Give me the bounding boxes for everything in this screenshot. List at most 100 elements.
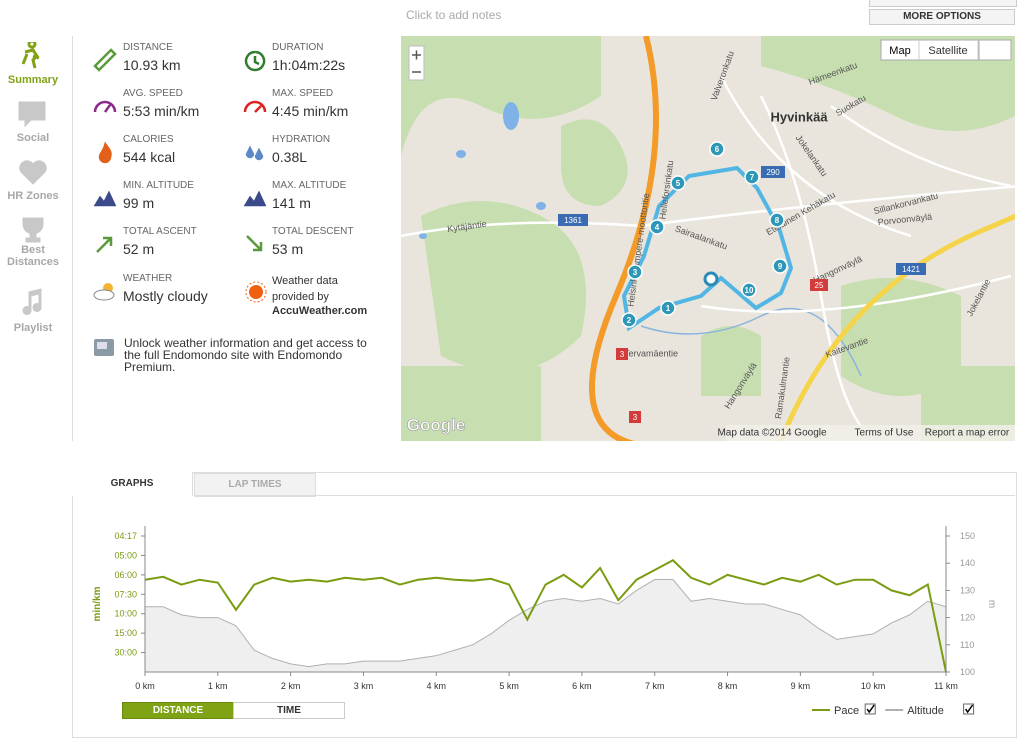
tab-line	[195, 495, 1015, 496]
nav-icon	[22, 288, 42, 315]
promo-icon	[94, 339, 114, 356]
road-number: 290	[766, 168, 780, 177]
y2-tick-label: 140	[960, 558, 975, 568]
stat-label: MAX. ALTITUDE	[272, 180, 347, 191]
map-type-dividers	[918, 40, 979, 60]
route-marker	[769, 212, 785, 228]
nav-item[interactable]: Playlist	[13, 322, 53, 334]
stat-glyph	[93, 190, 117, 207]
y-tick-label: 06:00	[114, 570, 137, 580]
route-marker-label: 8	[775, 216, 780, 225]
stat-icon	[243, 100, 267, 113]
map-logo: Google	[407, 415, 466, 434]
stat-glyph	[96, 236, 113, 253]
nav-glyph	[22, 217, 44, 243]
toggle-time[interactable]: TIME	[233, 702, 345, 719]
town-label: Hyvinkää	[770, 109, 828, 124]
stat-glyph	[243, 100, 267, 113]
road-shield	[616, 348, 628, 360]
stat-glyph	[245, 145, 264, 161]
y2-tick-label: 150	[960, 531, 975, 541]
stat-icon	[246, 235, 263, 252]
stat-label: CALORIES	[123, 134, 174, 145]
stat-label: MAX. SPEED	[272, 88, 334, 99]
y-tick-label: 05:00	[114, 550, 137, 560]
legend-checkbox[interactable]	[864, 703, 876, 715]
route-marker-label: 1	[666, 304, 671, 313]
nav-item[interactable]: HR Zones	[7, 190, 59, 202]
stat-glyph	[246, 235, 263, 252]
tab-lap-times[interactable]: LAP TIMES	[194, 473, 316, 497]
nav-icon	[21, 42, 40, 69]
legend-label: Pace	[834, 705, 859, 717]
motorway	[589, 36, 659, 441]
stat-icon	[98, 141, 112, 164]
weather-value: Mostly cloudy	[123, 288, 208, 304]
nav-glyph	[18, 101, 46, 128]
nav-item[interactable]: Best Distances	[7, 244, 59, 268]
map-footer[interactable]: Report a map error	[925, 428, 1010, 439]
nav-item[interactable]: Summary	[7, 74, 59, 86]
map-button[interactable]: Satellite	[928, 45, 967, 57]
stat-value: 1h:04m:22s	[272, 57, 346, 73]
x-tick-label: 1 km	[208, 681, 228, 691]
y-axis-label: min/km	[92, 586, 103, 621]
promo[interactable]: Unlock weather information and get acces…	[124, 336, 367, 374]
stat-value: 10.93 km	[123, 57, 181, 73]
stat-glyph	[243, 190, 267, 207]
stat-label: MIN. ALTITUDE	[123, 180, 194, 191]
nav-icon	[19, 160, 47, 185]
stat-label: TOTAL DESCENT	[272, 226, 354, 237]
legend-label: Altitude	[907, 705, 944, 717]
map-button[interactable]: Map	[889, 45, 910, 57]
map-footer: Map data ©2014 Google	[717, 428, 827, 439]
start-marker	[703, 271, 719, 287]
edit-button[interactable]	[869, 0, 1017, 7]
y-tick-label: 10:00	[114, 609, 137, 619]
road-shield	[761, 166, 785, 178]
nav-icon	[18, 101, 46, 128]
route-marker	[744, 169, 760, 185]
stat-value: 5:53 min/km	[123, 103, 200, 119]
more-options[interactable]: MORE OPTIONS	[869, 9, 1015, 25]
nav-item[interactable]: Social	[16, 132, 50, 144]
stat-value: 544 kcal	[123, 149, 176, 165]
stat-icon	[244, 50, 266, 72]
notes[interactable]: Click to add notes	[406, 8, 502, 22]
nav-glyph	[22, 288, 42, 315]
legend-checkbox[interactable]	[963, 703, 975, 715]
road-number: 1421	[902, 265, 920, 274]
y-tick-label: 07:30	[114, 589, 137, 599]
route	[621, 165, 794, 332]
stat-value: 141 m	[272, 195, 311, 211]
stat-glyph	[93, 100, 117, 113]
nav-icon	[22, 217, 44, 243]
highway	[778, 213, 1015, 441]
y-tick-label: 30:00	[114, 648, 137, 658]
stat-glyph	[244, 50, 266, 72]
tab-graphs[interactable]: GRAPHS	[72, 472, 193, 496]
fullscreen-button	[978, 39, 1012, 61]
road-number: 1361	[564, 216, 582, 225]
zoom-icons	[412, 50, 421, 73]
stat-icon	[243, 190, 267, 207]
stat-value: 0.38L	[272, 149, 308, 165]
route-marker-label: 9	[778, 262, 783, 271]
y2-axis-label: m	[986, 600, 997, 608]
stat-label: DISTANCE	[123, 42, 173, 53]
checkmark	[964, 704, 974, 714]
map-footer[interactable]: Terms of Use	[855, 428, 914, 439]
y2-tick-label: 110	[960, 640, 974, 650]
street-label: Tervamäentie	[624, 348, 678, 358]
route-marker-label: 4	[655, 223, 660, 232]
stat-value: 52 m	[123, 241, 155, 257]
stat-value: 53 m	[272, 241, 304, 257]
route-marker	[649, 219, 665, 235]
x-tick-label: 7 km	[645, 681, 665, 691]
road-shield	[558, 214, 588, 226]
weather-source[interactable]: AccuWeather.com	[272, 305, 368, 317]
y2-tick-label: 120	[960, 613, 975, 623]
road-shield	[629, 411, 641, 423]
